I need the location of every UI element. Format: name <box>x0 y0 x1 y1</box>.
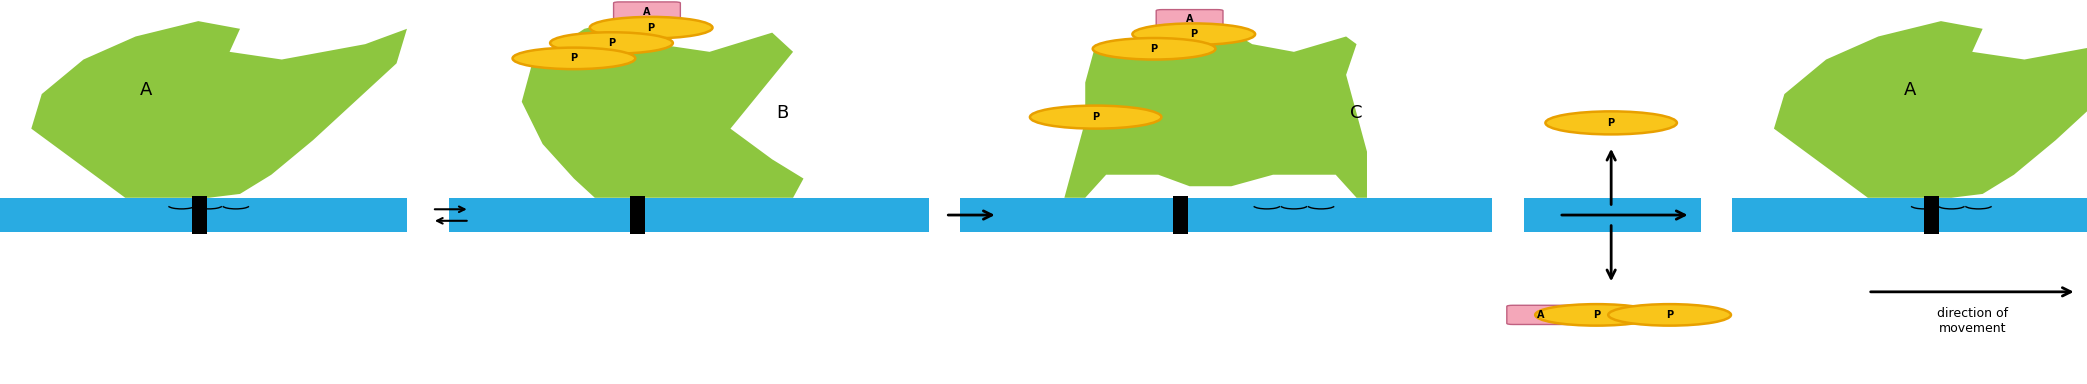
Text: A: A <box>643 7 651 17</box>
Text: P: P <box>1190 29 1198 39</box>
Text: P: P <box>1150 44 1158 54</box>
Bar <box>1524 198 1701 232</box>
Text: C: C <box>1350 104 1363 122</box>
Text: P: P <box>570 53 578 63</box>
Text: P: P <box>1665 310 1674 320</box>
Polygon shape <box>522 13 803 198</box>
Text: P: P <box>647 23 655 33</box>
FancyBboxPatch shape <box>614 2 680 21</box>
Bar <box>0 198 407 232</box>
Text: direction of
movement: direction of movement <box>1937 307 2008 335</box>
Text: P: P <box>607 38 616 48</box>
Ellipse shape <box>1029 106 1160 129</box>
Text: A: A <box>1536 310 1544 320</box>
Bar <box>1924 196 1939 234</box>
Text: P: P <box>1592 310 1601 320</box>
Ellipse shape <box>513 48 634 69</box>
Ellipse shape <box>1094 38 1215 60</box>
Bar <box>630 196 645 234</box>
Ellipse shape <box>591 17 712 38</box>
Polygon shape <box>31 21 407 198</box>
Bar <box>1732 198 2087 232</box>
Text: B: B <box>776 104 789 122</box>
Text: A: A <box>1185 14 1194 24</box>
Polygon shape <box>1774 21 2087 198</box>
Ellipse shape <box>1536 304 1657 326</box>
Ellipse shape <box>1544 111 1678 134</box>
Ellipse shape <box>551 32 672 54</box>
Bar <box>192 196 207 234</box>
Bar <box>449 198 929 232</box>
Ellipse shape <box>1133 23 1254 45</box>
Ellipse shape <box>1609 304 1730 326</box>
Polygon shape <box>1064 25 1367 198</box>
FancyBboxPatch shape <box>1156 10 1223 29</box>
Text: A: A <box>1903 81 1916 99</box>
Text: A: A <box>140 81 152 99</box>
Bar <box>1173 196 1188 234</box>
Text: P: P <box>1092 112 1100 122</box>
Text: P: P <box>1607 118 1615 128</box>
Bar <box>960 198 1492 232</box>
FancyBboxPatch shape <box>1507 305 1574 324</box>
